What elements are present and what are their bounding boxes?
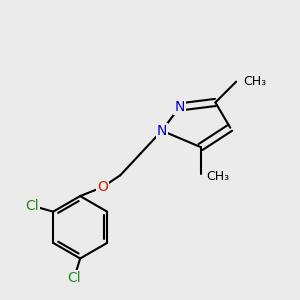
Text: N: N	[175, 100, 185, 114]
Text: O: O	[97, 180, 108, 194]
Text: Cl: Cl	[68, 271, 81, 285]
Text: CH₃: CH₃	[244, 75, 267, 88]
Text: N: N	[157, 124, 167, 138]
Text: CH₃: CH₃	[206, 170, 230, 183]
Text: Cl: Cl	[26, 199, 39, 213]
